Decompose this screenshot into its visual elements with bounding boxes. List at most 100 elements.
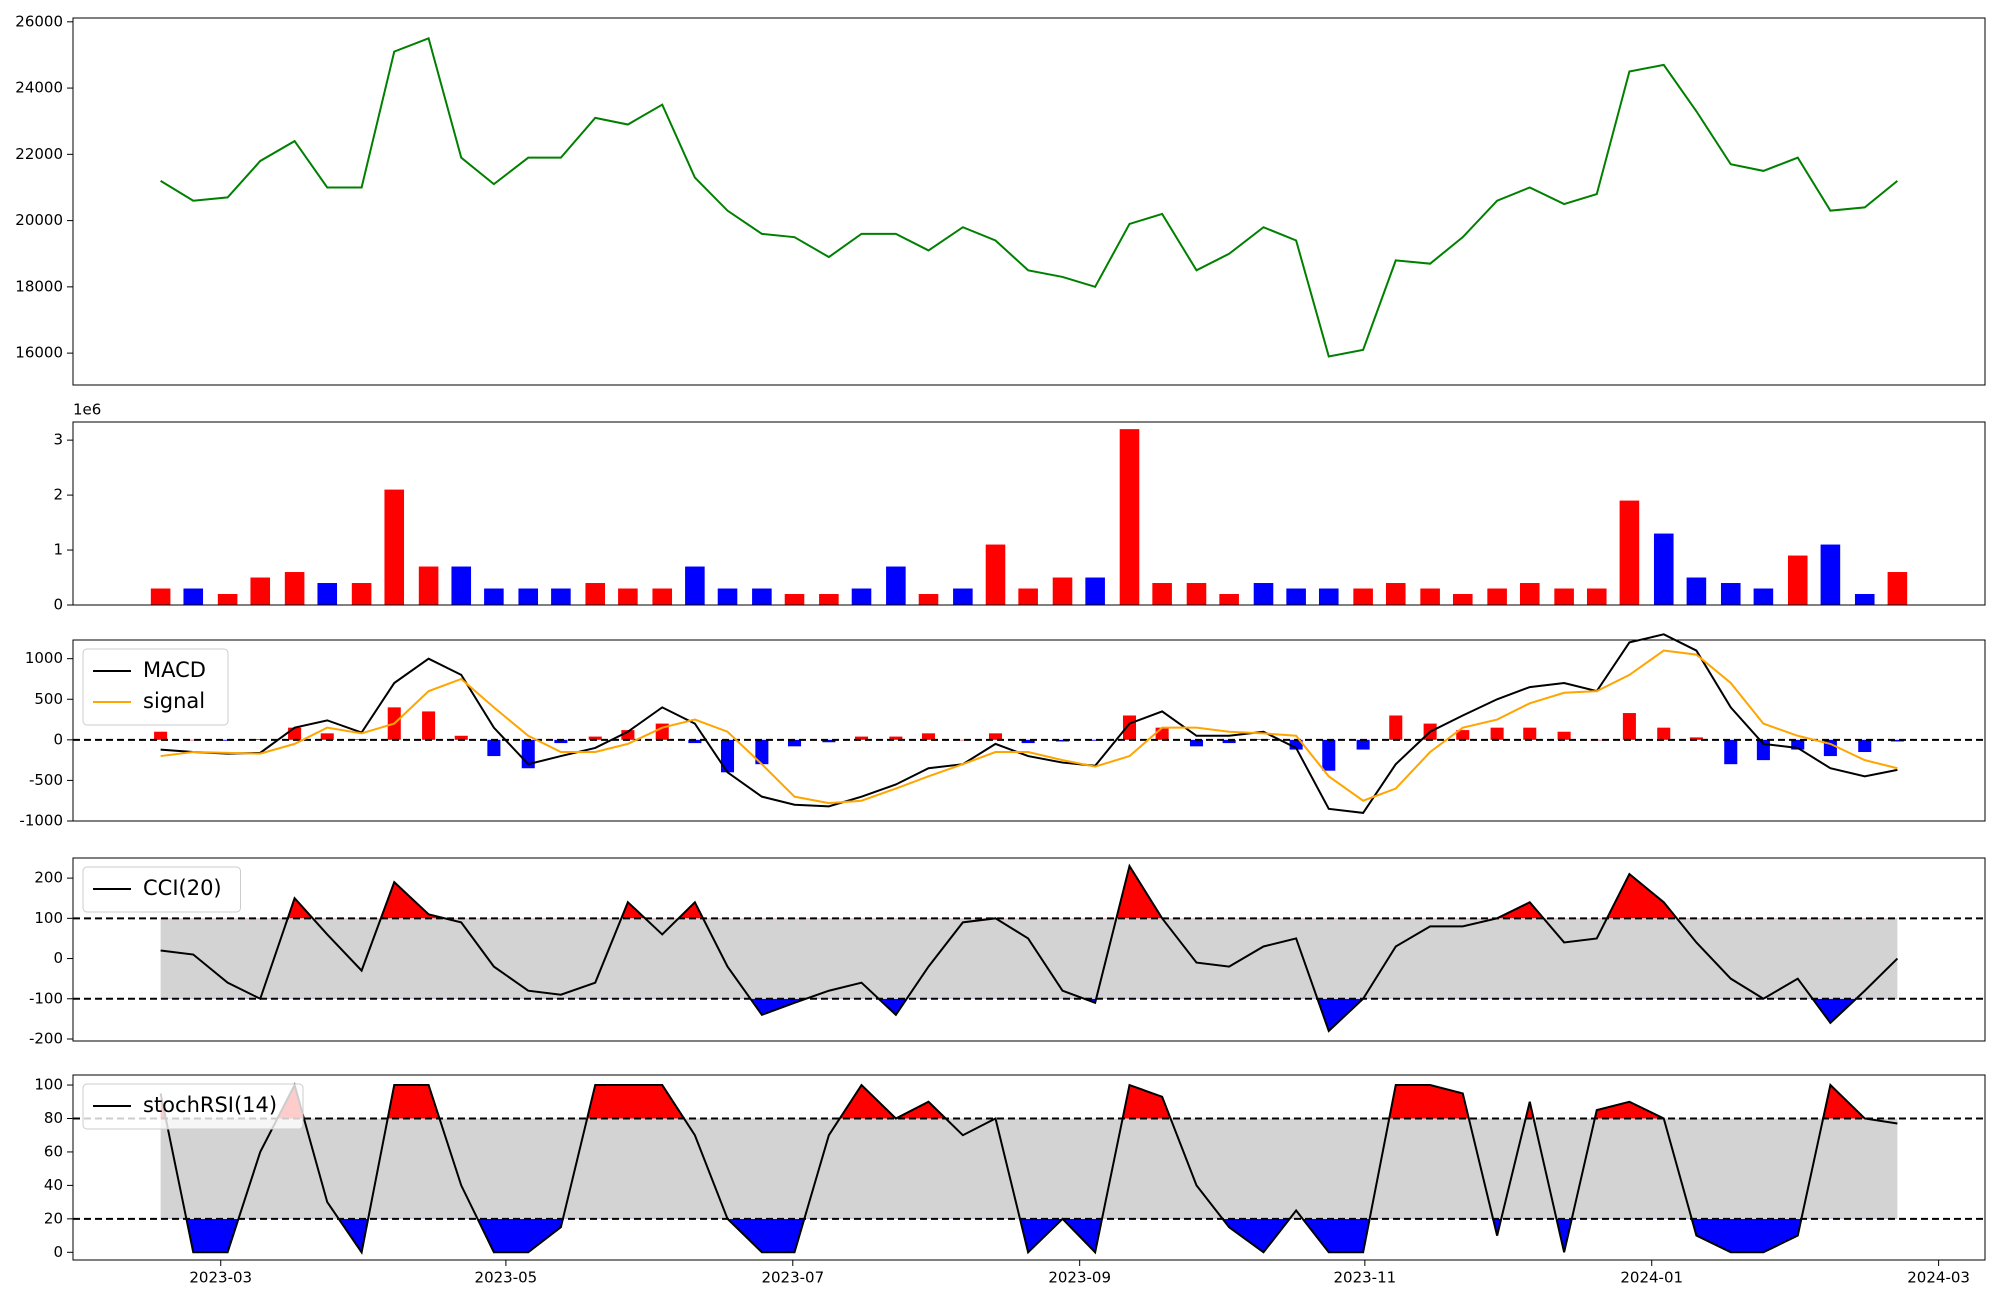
y-tick-label: 100	[34, 1076, 63, 1094]
volume-bar	[418, 566, 439, 605]
volume-bar	[518, 588, 539, 605]
histogram-bar	[1724, 739, 1738, 765]
legend-label: CCI(20)	[143, 876, 222, 900]
plot-frame	[72, 639, 1986, 822]
histogram-bar	[1289, 739, 1303, 750]
y-tick-label: 0	[53, 1243, 63, 1261]
histogram-bar	[320, 733, 334, 740]
volume-bar	[618, 588, 638, 605]
histogram-bar	[1456, 730, 1470, 740]
series-line	[160, 633, 1898, 814]
volume-bar	[351, 583, 372, 605]
y-tick-label: 40	[44, 1176, 63, 1194]
histogram-bar	[588, 736, 602, 740]
histogram-bar	[1088, 739, 1102, 741]
y-tick-label: 1	[53, 541, 63, 559]
volume-bar	[1286, 588, 1306, 605]
y-tick-label: -500	[29, 771, 63, 789]
volume-bar	[1452, 594, 1473, 605]
volume-bar	[1385, 583, 1406, 605]
y-tick-label: 0	[53, 730, 63, 748]
histogram-bar	[454, 735, 468, 740]
histogram-bar	[1389, 715, 1403, 740]
volume-bar	[1318, 588, 1339, 605]
y-tick-label: 18000	[15, 277, 63, 295]
neutral-band	[160, 918, 1898, 999]
volume-bar	[985, 544, 1006, 605]
volume-bar	[1186, 583, 1207, 605]
volume-bar	[752, 588, 772, 605]
histogram-bar	[720, 739, 735, 773]
x-tick-label: 2024-01	[1620, 1269, 1683, 1287]
histogram-bar	[1155, 727, 1169, 740]
x-tick-label: 2023-03	[189, 1269, 252, 1287]
series-line	[160, 37, 1899, 358]
y-tick-label: 100	[34, 909, 63, 927]
y-tick-label: 80	[44, 1109, 63, 1127]
volume-bar	[250, 577, 271, 605]
histogram-bar	[1689, 737, 1703, 740]
volume-bar	[1619, 500, 1640, 605]
histogram-bar	[988, 733, 1003, 740]
volume-bar	[484, 588, 504, 605]
volume-bar	[1653, 533, 1674, 605]
x-tick-label: 2023-05	[475, 1269, 538, 1287]
histogram-bar	[1021, 739, 1035, 744]
y-tick-label: 24000	[15, 79, 63, 97]
volume-bar	[1085, 577, 1105, 605]
y-tick-label: 1000	[25, 649, 63, 667]
histogram-bar	[921, 733, 936, 740]
histogram-bar	[1657, 727, 1671, 740]
volume-bar	[1519, 583, 1540, 605]
histogram-bar	[1189, 739, 1204, 747]
x-tick-label: 2023-09	[1048, 1269, 1111, 1287]
volume-bar	[317, 583, 338, 605]
y-tick-label: 20	[44, 1209, 63, 1227]
series-line	[160, 649, 1898, 805]
y-tick-label: 22000	[15, 145, 63, 163]
series-line	[159, 1082, 1898, 1255]
volume-bar	[1820, 544, 1841, 605]
x-tick-label: 2024-03	[1907, 1269, 1970, 1287]
y-tick-label: 26000	[15, 12, 63, 30]
volume-bar	[1554, 588, 1574, 605]
volume-bar	[918, 594, 939, 605]
y-tick-label: 0	[53, 596, 63, 614]
volume-bar	[1487, 588, 1507, 605]
y-tick-label: -200	[29, 1029, 63, 1047]
series-line	[160, 863, 1899, 1033]
histogram-bar	[422, 711, 436, 740]
volume-bar	[1753, 588, 1774, 605]
histogram-bar	[288, 727, 302, 740]
x-tick-label: 2023-11	[1334, 1269, 1397, 1287]
histogram-bar	[755, 739, 769, 765]
histogram-bar	[487, 739, 501, 757]
histogram-bar	[1222, 739, 1236, 744]
histogram-bar	[554, 739, 568, 744]
volume-bar	[217, 594, 238, 605]
volume-bar	[784, 594, 805, 605]
histogram-bar	[186, 739, 200, 741]
legend-label: MACD	[143, 658, 206, 682]
legend	[82, 1083, 304, 1130]
histogram-bar	[1523, 727, 1537, 740]
volume-bar	[1787, 555, 1808, 605]
volume-bar	[953, 588, 973, 605]
volume-bar	[1253, 583, 1274, 605]
histogram-bar	[854, 736, 869, 740]
y-tick-label: -1000	[19, 812, 63, 830]
histogram-bar	[1890, 739, 1904, 742]
y-tick-label: 0	[53, 949, 63, 967]
volume-bar	[1854, 594, 1875, 605]
volume-bar	[585, 583, 606, 605]
histogram-bar	[688, 739, 702, 744]
volume-bar	[1353, 588, 1373, 605]
y-tick-label: 16000	[15, 344, 63, 362]
y-tick-label: 500	[34, 690, 63, 708]
y-tick-label: -100	[29, 989, 63, 1007]
histogram-bar	[822, 739, 836, 743]
y-tick-label: 2	[53, 486, 63, 504]
histogram-bar	[1858, 739, 1872, 753]
volume-bar	[384, 489, 405, 605]
